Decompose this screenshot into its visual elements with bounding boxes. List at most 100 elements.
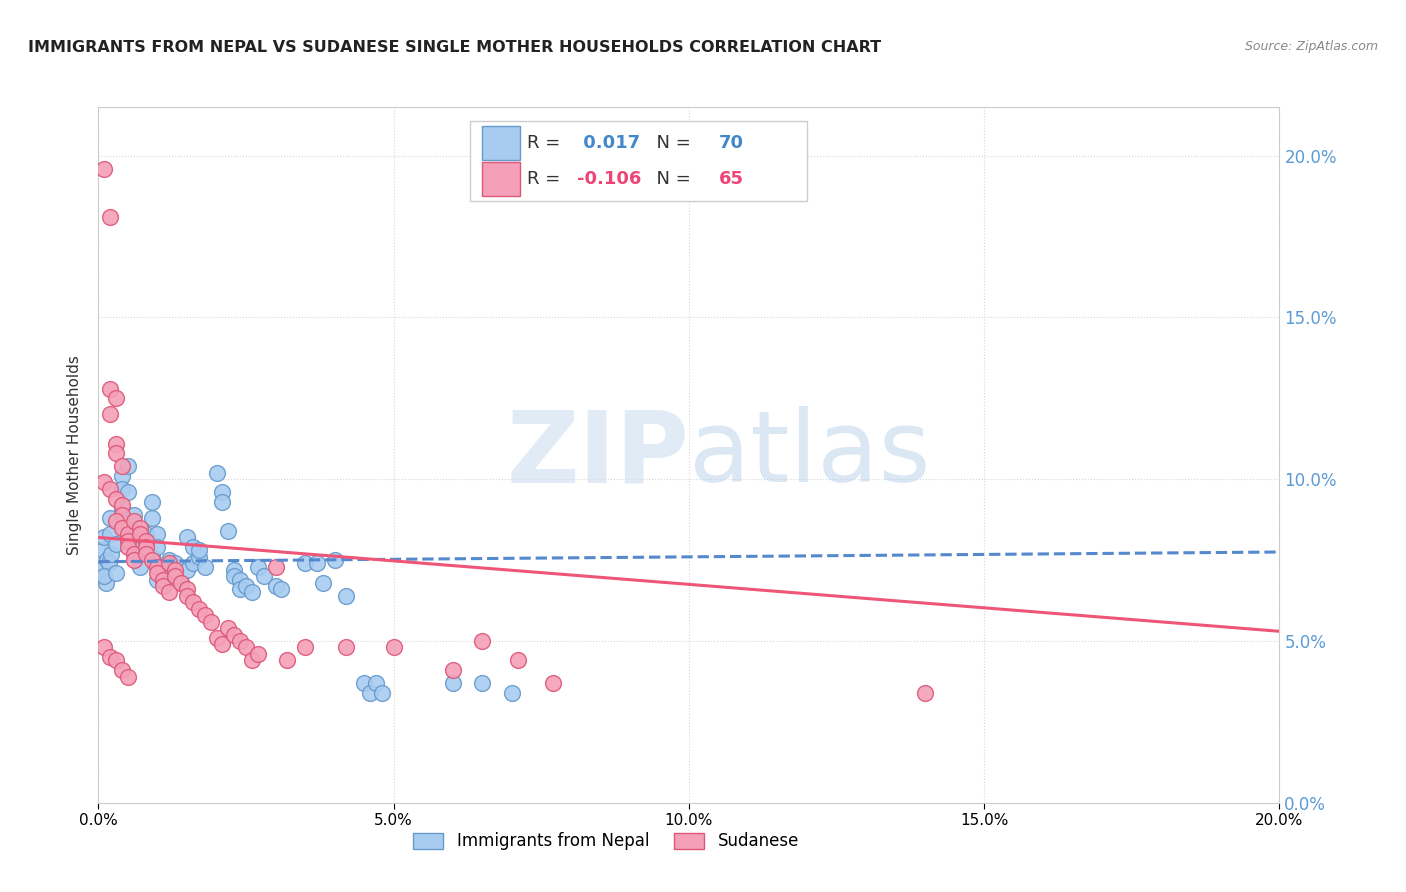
Text: N =: N =	[645, 169, 697, 187]
Point	[246, 559, 269, 574]
Point	[111, 459, 134, 474]
Point	[122, 508, 145, 522]
Point	[194, 559, 217, 574]
Point	[128, 527, 150, 541]
Point	[98, 511, 121, 525]
Point	[312, 575, 335, 590]
Point	[235, 579, 257, 593]
Point	[217, 621, 239, 635]
Text: Source: ZipAtlas.com: Source: ZipAtlas.com	[1244, 40, 1378, 54]
Point	[364, 676, 387, 690]
Point	[176, 589, 198, 603]
Point	[98, 650, 121, 665]
Point	[98, 527, 121, 541]
Point	[224, 563, 246, 577]
Point	[224, 627, 246, 641]
Point	[152, 579, 174, 593]
Point	[146, 527, 169, 541]
FancyBboxPatch shape	[471, 121, 807, 201]
Point	[96, 553, 118, 567]
Point	[122, 553, 145, 567]
Text: R =: R =	[527, 135, 567, 153]
Point	[181, 595, 204, 609]
Point	[98, 382, 121, 396]
Point	[111, 501, 134, 516]
Point	[176, 563, 198, 577]
Point	[501, 686, 523, 700]
Point	[91, 543, 114, 558]
Point	[229, 573, 252, 587]
Point	[235, 640, 257, 655]
Point	[170, 575, 193, 590]
Text: 0.017: 0.017	[576, 135, 640, 153]
Point	[122, 547, 145, 561]
Point	[141, 549, 163, 564]
Point	[323, 553, 346, 567]
Point	[105, 653, 128, 667]
Point	[359, 686, 381, 700]
Point	[371, 686, 394, 700]
Point	[205, 466, 228, 480]
Point	[187, 601, 209, 615]
Point	[100, 547, 122, 561]
Point	[240, 653, 263, 667]
Point	[141, 553, 163, 567]
Point	[135, 547, 157, 561]
Point	[157, 557, 180, 571]
Point	[117, 670, 139, 684]
Point	[98, 408, 121, 422]
Point	[128, 559, 150, 574]
Point	[146, 559, 169, 574]
Point	[90, 563, 112, 577]
Point	[335, 640, 357, 655]
Point	[441, 663, 464, 677]
Point	[305, 557, 328, 571]
Point	[135, 533, 157, 548]
Point	[165, 563, 187, 577]
Point	[111, 508, 134, 522]
Point	[176, 582, 198, 597]
Text: atlas: atlas	[689, 407, 931, 503]
Point	[471, 634, 494, 648]
Point	[141, 511, 163, 525]
Point	[93, 569, 115, 583]
Point	[506, 653, 529, 667]
Point	[146, 573, 169, 587]
Point	[117, 533, 139, 548]
Point	[152, 573, 174, 587]
Point	[105, 392, 128, 406]
Point	[111, 663, 134, 677]
Point	[128, 533, 150, 548]
Point	[105, 446, 128, 460]
Point	[93, 640, 115, 655]
Point	[157, 585, 180, 599]
Point	[187, 549, 209, 564]
Point	[152, 573, 174, 587]
Point	[264, 559, 287, 574]
Point	[105, 566, 128, 580]
Point	[135, 527, 157, 541]
Point	[353, 676, 375, 690]
Point	[441, 676, 464, 690]
Point	[229, 634, 252, 648]
Point	[170, 575, 193, 590]
Point	[157, 569, 180, 583]
Point	[335, 589, 357, 603]
Point	[165, 573, 187, 587]
Point	[122, 524, 145, 538]
Point	[181, 557, 204, 571]
Text: -0.106: -0.106	[576, 169, 641, 187]
Point	[105, 491, 128, 506]
Point	[94, 575, 117, 590]
Point	[111, 469, 134, 483]
Point	[93, 161, 115, 176]
Point	[105, 436, 128, 450]
FancyBboxPatch shape	[482, 161, 520, 195]
Point	[117, 527, 139, 541]
Text: ZIP: ZIP	[506, 407, 689, 503]
Point	[229, 582, 252, 597]
Point	[382, 640, 405, 655]
Text: 70: 70	[718, 135, 744, 153]
Point	[98, 210, 121, 224]
Point	[111, 521, 134, 535]
